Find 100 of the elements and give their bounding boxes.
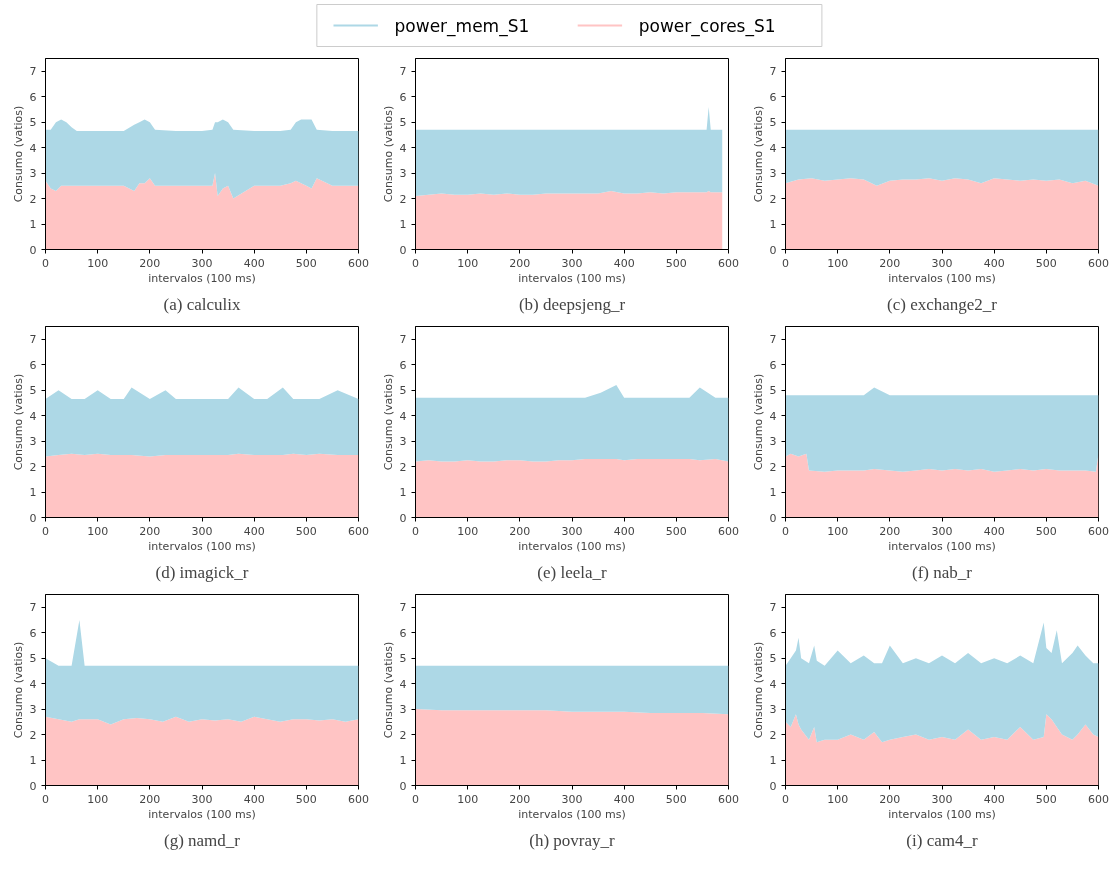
y-tick-label: 5 (769, 652, 777, 666)
y-tick-label: 6 (769, 90, 777, 104)
y-tick-label: 7 (29, 601, 37, 615)
x-tick-label: 400 (243, 256, 265, 270)
text: (f) nab_r (912, 562, 973, 582)
y-tick-label: 3 (29, 703, 37, 717)
y-tick-label: 2 (29, 460, 37, 474)
x-tick-label: 600 (718, 792, 739, 806)
y-tick-label: 4 (399, 409, 407, 423)
x-axis-title: intervalos (100 ms) (148, 807, 256, 821)
y-tick-label: 1 (399, 218, 407, 232)
x-tick-label: 500 (1035, 256, 1057, 270)
x-tick-label: 600 (718, 524, 739, 538)
y-tick-label: 4 (769, 141, 777, 155)
y-tick-label: 6 (399, 358, 407, 372)
y-tick-label: 3 (769, 435, 777, 449)
x-tick-label: 100 (827, 524, 849, 538)
y-axis-title: Consumo (vatios) (751, 641, 765, 739)
y-tick-label: 4 (769, 409, 777, 423)
y-tick-label: 4 (29, 141, 37, 155)
x-tick-label: 600 (1088, 524, 1109, 538)
x-tick-label: 200 (879, 792, 901, 806)
y-tick-label: 3 (769, 167, 777, 181)
x-tick-label: 300 (931, 524, 953, 538)
x-tick-label: 500 (295, 524, 317, 538)
y-tick-label: 6 (399, 90, 407, 104)
y-tick-label: 1 (399, 486, 407, 500)
y-tick-label: 0 (399, 243, 407, 257)
y-tick-label: 4 (769, 677, 777, 691)
y-axis-title: Consumo (vatios) (381, 641, 395, 739)
text: (g) namd_r (164, 830, 241, 850)
y-tick-label: 3 (399, 703, 407, 717)
y-tick-label: 2 (399, 192, 407, 206)
x-tick-label: 0 (782, 792, 789, 806)
text: (i) cam4_r (906, 830, 978, 850)
x-tick-label: 400 (613, 256, 635, 270)
x-tick-label: 300 (191, 524, 213, 538)
y-tick-label: 7 (769, 333, 777, 347)
y-tick-label: 2 (29, 728, 37, 742)
x-tick-label: 300 (561, 256, 583, 270)
text: (a) calculix (163, 294, 241, 314)
x-axis-title: intervalos (100 ms) (518, 807, 626, 821)
y-tick-label: 7 (29, 65, 37, 79)
x-tick-label: 300 (931, 792, 953, 806)
y-tick-label: 3 (769, 703, 777, 717)
y-tick-label: 6 (769, 358, 777, 372)
x-tick-label: 0 (42, 792, 49, 806)
y-tick-label: 2 (769, 192, 777, 206)
x-axis-title: intervalos (100 ms) (888, 271, 996, 285)
text: (e) leela_r (537, 562, 608, 582)
x-axis-title: intervalos (100 ms) (888, 807, 996, 821)
text: (d) imagick_r (155, 562, 249, 582)
x-tick-label: 100 (457, 792, 479, 806)
x-tick-label: 500 (295, 256, 317, 270)
x-tick-label: 600 (348, 524, 369, 538)
x-tick-label: 300 (191, 256, 213, 270)
y-tick-label: 0 (769, 779, 777, 793)
x-tick-label: 500 (665, 792, 687, 806)
x-tick-label: 500 (1035, 792, 1057, 806)
y-tick-label: 1 (769, 754, 777, 768)
y-tick-label: 2 (399, 728, 407, 742)
y-tick-label: 4 (29, 409, 37, 423)
y-axis-title: Consumo (vatios) (381, 105, 395, 203)
y-tick-label: 5 (29, 652, 37, 666)
x-tick-label: 0 (412, 256, 419, 270)
y-tick-label: 6 (399, 626, 407, 640)
x-tick-label: 300 (561, 524, 583, 538)
x-tick-label: 0 (782, 256, 789, 270)
x-tick-label: 400 (613, 792, 635, 806)
text: (h) povray_r (529, 830, 616, 850)
x-tick-label: 200 (139, 792, 161, 806)
x-axis-title: intervalos (100 ms) (888, 539, 996, 553)
y-tick-label: 6 (29, 626, 37, 640)
y-axis-title: Consumo (vatios) (11, 373, 25, 471)
x-tick-label: 0 (782, 524, 789, 538)
y-axis-title: Consumo (vatios) (751, 373, 765, 471)
y-tick-label: 5 (399, 116, 407, 130)
y-tick-label: 4 (29, 677, 37, 691)
y-tick-label: 1 (29, 218, 37, 232)
y-tick-label: 7 (399, 65, 407, 79)
y-tick-label: 5 (769, 116, 777, 130)
y-tick-label: 0 (29, 779, 37, 793)
x-tick-label: 400 (983, 792, 1005, 806)
y-tick-label: 5 (769, 384, 777, 398)
y-tick-label: 6 (29, 90, 37, 104)
x-tick-label: 500 (665, 524, 687, 538)
y-tick-label: 7 (29, 333, 37, 347)
x-tick-label: 200 (509, 792, 531, 806)
x-tick-label: 100 (827, 256, 849, 270)
y-tick-label: 2 (29, 192, 37, 206)
x-tick-label: 600 (348, 256, 369, 270)
x-tick-label: 100 (457, 524, 479, 538)
x-tick-label: 400 (983, 256, 1005, 270)
y-tick-label: 2 (769, 460, 777, 474)
x-tick-label: 0 (42, 524, 49, 538)
y-axis-title: Consumo (vatios) (11, 641, 25, 739)
x-tick-label: 200 (139, 524, 161, 538)
x-tick-label: 500 (295, 792, 317, 806)
x-tick-label: 600 (1088, 792, 1109, 806)
y-tick-label: 0 (769, 243, 777, 257)
